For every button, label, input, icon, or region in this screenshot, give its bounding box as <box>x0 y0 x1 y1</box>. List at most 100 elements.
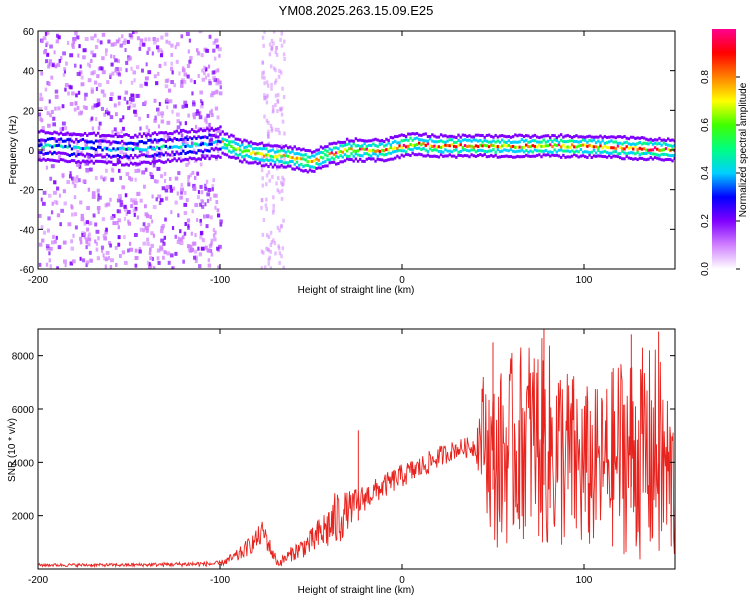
spectrogram-cell <box>46 111 50 116</box>
spectrogram-cell <box>98 141 102 146</box>
spectrogram-cell <box>138 160 143 165</box>
spectrogram-cell <box>146 241 150 246</box>
spectrogram-cell <box>49 264 52 269</box>
spectrogram-cell <box>160 111 165 116</box>
spectrogram-cell <box>172 186 175 191</box>
spectrogram-cell <box>104 257 109 262</box>
spectrogram-cell <box>127 248 130 253</box>
spectrogram-cell <box>234 152 237 156</box>
spectrogram-cell <box>267 143 270 147</box>
spectrogram-cell <box>278 165 281 169</box>
spectrogram-cell <box>444 134 447 138</box>
spectrogram-cell <box>113 127 117 132</box>
spectrogram-cell <box>79 236 83 241</box>
spectrogram-cell <box>107 255 110 260</box>
spectrogram-cell <box>131 148 135 152</box>
spectrogram-cell <box>48 131 52 135</box>
spectrogram-cell <box>444 154 447 158</box>
spectrogram-cell <box>247 144 251 148</box>
spectrogram-cell <box>431 133 434 137</box>
spectrogram-cell <box>291 147 294 151</box>
spectrogram-cell <box>581 135 585 139</box>
spectrogram-cell <box>634 157 637 161</box>
spectrogram-cell <box>496 135 500 139</box>
spectrogram-cell <box>555 143 559 147</box>
spectrogram-cell <box>103 155 106 159</box>
spectrogram-cell <box>62 145 65 149</box>
spectrogram-cell <box>118 194 122 199</box>
spectrogram-cell <box>241 155 244 159</box>
spectrogram-cell <box>164 160 168 164</box>
spectrogram-cell <box>187 179 190 184</box>
spectrogram-cell <box>197 157 200 161</box>
spectrogram-cell <box>455 155 458 159</box>
spectrogram-y-tick-label: 40 <box>23 67 35 78</box>
spectrogram-cell <box>444 148 447 152</box>
spectrogram-cell <box>452 148 456 152</box>
spectrogram-cell <box>214 140 218 144</box>
spectrogram-cell <box>113 55 116 60</box>
spectrogram-cell <box>214 106 219 111</box>
spectrogram-cell <box>77 140 80 144</box>
spectrogram-cell <box>632 142 635 146</box>
spectrogram-cell <box>49 246 53 251</box>
spectrogram-cell <box>162 131 165 135</box>
spectrogram-cell <box>640 147 644 151</box>
spectrogram-cell <box>232 134 235 138</box>
spectrogram-cell <box>133 212 136 217</box>
spectrogram-cell <box>108 241 111 246</box>
spectrogram-cell <box>273 160 277 164</box>
spectrogram-cell <box>62 72 66 77</box>
spectrogram-cell <box>581 143 585 147</box>
spectrogram-cell <box>221 139 224 143</box>
spectrogram-cell <box>225 139 229 143</box>
spectrogram-cell <box>551 153 554 157</box>
spectrogram-cell <box>228 155 231 159</box>
spectrogram-cell <box>599 154 602 158</box>
spectrogram-cell <box>653 152 657 156</box>
spectrogram-cell <box>632 157 635 161</box>
spectrogram-cell <box>88 250 92 255</box>
spectrogram-cell <box>68 174 72 179</box>
spectrogram-cell <box>383 153 386 157</box>
spectrogram-cell <box>149 162 152 166</box>
spectrogram-cell <box>564 149 567 153</box>
spectrogram-cell <box>660 158 663 162</box>
spectrogram-cell <box>324 145 327 149</box>
spectrogram-cell <box>38 155 41 160</box>
spectrogram-cell <box>271 148 275 152</box>
spectrogram-x-tick-label: -200 <box>28 275 48 286</box>
spectrogram-cell <box>603 141 607 145</box>
spectrogram-cell <box>636 150 639 154</box>
spectrogram-cell <box>470 144 473 148</box>
spectrogram-cell <box>70 139 74 143</box>
spectrogram-cell <box>426 142 430 146</box>
spectrogram-cell <box>505 140 508 144</box>
spectrogram-cell <box>193 135 196 139</box>
spectrogram-cell <box>350 147 353 151</box>
spectrogram-cell <box>319 166 323 170</box>
spectrogram-cell <box>302 169 305 173</box>
spectrogram-cell <box>280 148 283 152</box>
spectrogram-cell <box>376 144 379 148</box>
spectrogram-cell <box>183 202 188 207</box>
spectrogram-cell <box>183 211 188 216</box>
spectrogram-cell <box>555 136 559 140</box>
spectrogram-cell <box>127 221 132 226</box>
spectrogram-cell <box>157 194 162 199</box>
spectrogram-cell <box>656 138 659 142</box>
spectrogram-cell <box>404 150 408 154</box>
spectrogram-cell <box>348 158 351 162</box>
spectrogram-cell <box>129 154 133 158</box>
spectrogram-cell <box>404 135 408 139</box>
spectrogram-cell <box>186 144 189 148</box>
spectrogram-cell <box>138 162 141 166</box>
spectrogram-cell <box>205 214 210 219</box>
spectrogram-cell <box>208 157 211 161</box>
spectrogram-cell <box>179 152 183 156</box>
spectrogram-cell <box>219 155 222 159</box>
spectrogram-cell <box>487 140 491 144</box>
spectrogram-cell <box>217 127 220 131</box>
spectrogram-cell <box>308 159 312 163</box>
spectrogram-cell <box>608 135 611 139</box>
